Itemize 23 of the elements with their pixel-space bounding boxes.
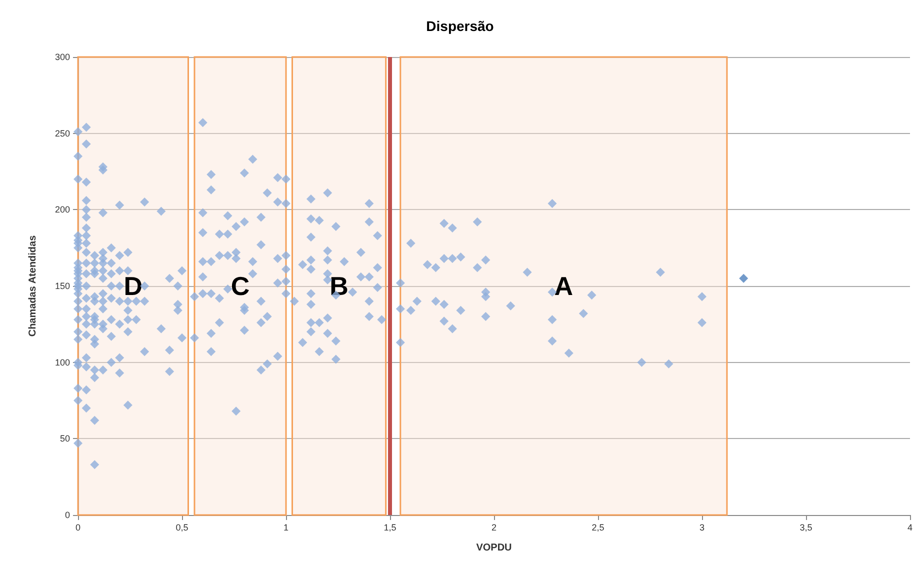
x-tick-label: 4 bbox=[907, 522, 913, 532]
x-tick-label: 0,5 bbox=[176, 522, 188, 532]
x-tick-label: 1,5 bbox=[384, 522, 396, 532]
band-label: D bbox=[124, 271, 143, 301]
y-tick-label: 200 bbox=[54, 204, 70, 215]
x-tick-label: 0 bbox=[75, 522, 81, 532]
y-tick-label: 300 bbox=[54, 52, 70, 62]
y-tick-label: 150 bbox=[54, 281, 70, 291]
y-tick-label: 250 bbox=[54, 128, 70, 138]
chart-title: Dispersão bbox=[426, 18, 494, 34]
y-tick-label: 100 bbox=[54, 357, 70, 368]
band-label: A bbox=[554, 271, 574, 301]
x-tick-label: 3 bbox=[699, 522, 705, 532]
band-label: B bbox=[330, 271, 348, 301]
x-tick-label: 2,5 bbox=[592, 522, 604, 532]
band-label: C bbox=[230, 271, 250, 301]
x-tick-label: 3,5 bbox=[800, 522, 812, 532]
x-axis-title: VOPDU bbox=[476, 542, 512, 554]
x-tick-label: 2 bbox=[491, 522, 497, 532]
x-tick-label: 1 bbox=[283, 522, 289, 532]
y-axis-title: Chamadas Atendidas bbox=[28, 234, 38, 337]
y-tick-label: 50 bbox=[60, 434, 70, 444]
y-tick-label: 0 bbox=[64, 510, 70, 520]
